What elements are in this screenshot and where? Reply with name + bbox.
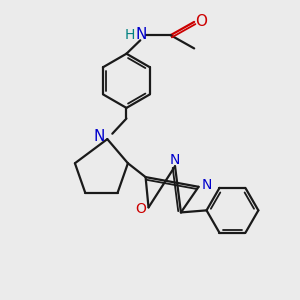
- Text: O: O: [135, 202, 146, 216]
- Text: H: H: [125, 28, 136, 42]
- Text: O: O: [195, 14, 207, 29]
- Text: N: N: [169, 153, 180, 167]
- Text: N: N: [202, 178, 212, 192]
- Text: N: N: [93, 129, 105, 144]
- Text: N: N: [136, 27, 147, 42]
